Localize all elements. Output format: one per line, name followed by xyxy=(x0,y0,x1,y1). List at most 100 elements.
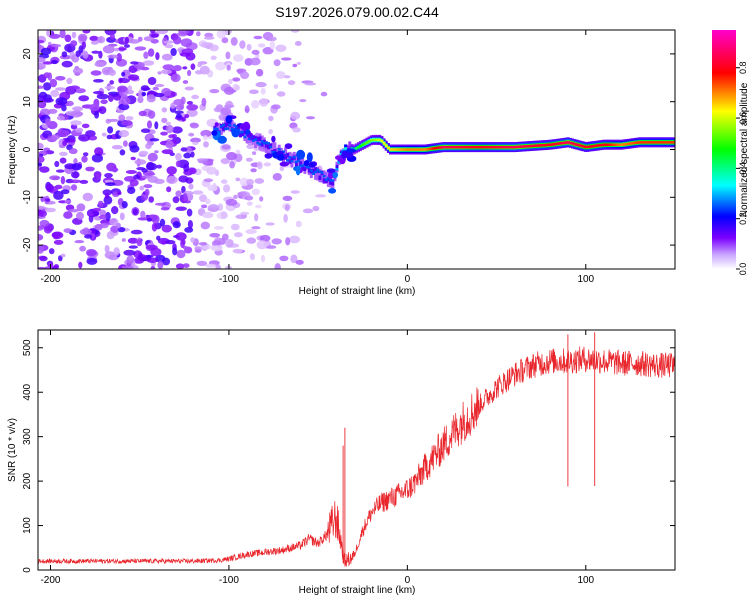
spectrogram-ridge-cell xyxy=(331,182,335,190)
spectrogram-noise-cell xyxy=(312,205,320,212)
spectrogram-ridge-cell xyxy=(219,126,223,134)
spectrogram-noise-cell xyxy=(295,259,304,265)
spectrogram-ridge-cell xyxy=(393,148,397,151)
spectrogram-ridge-cell xyxy=(217,124,221,132)
spectrogram-noise-cell xyxy=(51,134,60,140)
spectrogram-noise-cell xyxy=(190,137,201,143)
spectrogram-ridge-cell xyxy=(577,143,581,147)
spectrogram-noise-cell xyxy=(104,179,114,184)
spectrogram-ridge-cell xyxy=(440,146,444,149)
spectrogram-noise-cell xyxy=(104,173,113,178)
spectrogram-noise-cell xyxy=(46,183,54,193)
spectrogram-ridge-cell xyxy=(513,145,517,149)
spectrogram-noise-cell xyxy=(221,37,229,44)
spectrogram-ridge-cell xyxy=(301,164,305,167)
spectrogram-noise-cell xyxy=(117,85,128,93)
spectrogram-ridge-cell xyxy=(228,123,232,127)
spectrogram-noise-cell xyxy=(165,240,176,245)
spectrogram-noise-cell xyxy=(64,199,72,204)
spectrogram-noise-cell xyxy=(315,194,327,198)
spectrogram-noise-cell xyxy=(154,121,159,130)
spectrogram-ridge-cell xyxy=(536,144,540,147)
spectrogram-noise-cell xyxy=(81,41,87,50)
spectrogram-noise-cell xyxy=(104,251,116,259)
y-tick-label: 10 xyxy=(22,96,33,108)
spectrogram-noise-cell xyxy=(49,33,61,39)
spectrogram-ridge-blob xyxy=(279,161,289,167)
spectrogram-noise-cell xyxy=(55,87,67,91)
spectrogram-noise-cell xyxy=(38,95,47,102)
spectrogram-noise-cell xyxy=(255,81,267,88)
spectrogram-noise-cell xyxy=(166,175,178,185)
spectrogram-noise-cell xyxy=(70,120,82,126)
spectrogram-ridge-cell xyxy=(534,144,538,147)
spectrogram-ridge-cell xyxy=(262,139,266,145)
spectrogram-ridge-cell xyxy=(648,141,652,144)
spectrogram-ridge-cell xyxy=(671,141,675,144)
spectrogram-noise-cell xyxy=(256,240,268,250)
spectrogram-ridge-cell xyxy=(436,146,440,150)
spectrogram-noise-cell xyxy=(191,94,200,100)
spectrogram-noise-cell xyxy=(165,124,174,134)
spectrogram-noise-cell xyxy=(256,161,263,170)
spectrogram-noise-cell xyxy=(196,260,208,266)
spectrogram-noise-cell xyxy=(186,101,193,105)
spectrogram-ridge-cell xyxy=(299,164,303,167)
spectrogram-noise-cell xyxy=(92,91,104,95)
spectrogram-noise-cell xyxy=(262,47,274,55)
spectrogram-ridge-cell xyxy=(423,148,427,151)
spectrogram-noise-cell xyxy=(78,33,88,42)
spectrogram-ridge-cell xyxy=(453,145,457,149)
spectrogram-noise-cell xyxy=(251,188,260,196)
spectrogram-ridge-cell xyxy=(271,151,275,154)
spectrogram-ridge-cell xyxy=(652,141,656,144)
spectrogram-noise-cell xyxy=(187,220,193,229)
spectrogram-noise-cell xyxy=(175,152,182,161)
spectrogram-ridge-cell xyxy=(609,143,613,146)
spectrogram-noise-cell xyxy=(38,142,44,150)
spectrogram-noise-cell xyxy=(38,85,45,89)
spectrogram-noise-cell xyxy=(232,77,241,82)
spectrogram-noise-cell xyxy=(161,224,172,233)
spectrogram-noise-cell xyxy=(82,192,94,202)
spectrogram-noise-cell xyxy=(259,98,269,107)
spectrogram-ridge-cell xyxy=(425,148,429,151)
colorbar-gradient xyxy=(712,30,736,269)
spectrogram-noise-cell xyxy=(216,30,226,39)
spectrogram-noise-cell xyxy=(210,245,223,252)
spectrogram-noise-cell xyxy=(134,46,147,51)
spectrogram-ridge-cell xyxy=(457,145,461,149)
spectrogram-noise-cell xyxy=(149,138,160,142)
spectrogram-noise-cell xyxy=(180,52,191,57)
spectrogram-noise-cell xyxy=(71,163,82,171)
spectrogram-noise-cell xyxy=(223,86,235,95)
spectrogram-ridge-cell xyxy=(239,131,243,134)
spectrogram-noise-cell xyxy=(83,152,89,157)
spectrogram-noise-cell xyxy=(39,219,50,227)
spectrogram-ridge-cell xyxy=(282,150,285,153)
spectrogram-noise-cell xyxy=(49,78,58,88)
spectrogram-ridge-blob xyxy=(341,150,348,159)
spectrogram-ridge-cell xyxy=(620,143,624,146)
snr-plot-area xyxy=(38,332,675,567)
spectrogram-noise-cell xyxy=(223,184,231,193)
spectrogram-noise-cell xyxy=(265,222,275,226)
spectrogram-noise-cell xyxy=(93,79,104,83)
spectrogram-noise-cell xyxy=(281,57,292,61)
spectrogram-noise-cell xyxy=(259,234,271,242)
spectrogram-noise-cell xyxy=(299,99,307,103)
spectrogram-ridge-cell xyxy=(249,135,253,141)
spectrogram-noise-cell xyxy=(201,42,213,46)
spectrogram-noise-cell xyxy=(98,106,107,115)
spectrogram-ridge-cell xyxy=(241,131,245,137)
spectrogram-ridge-cell xyxy=(234,125,238,128)
spectrogram-noise-cell xyxy=(141,87,151,91)
spectrogram-noise-cell xyxy=(266,245,277,249)
spectrogram-ridge-cell xyxy=(369,139,373,142)
spectrogram-ridge-cell xyxy=(476,145,480,149)
spectrogram-noise-cell xyxy=(71,171,80,179)
spectrogram-ridge-cell xyxy=(335,165,339,170)
spectrogram-noise-cell xyxy=(249,57,261,66)
spectrogram-noise-cell xyxy=(97,200,104,207)
